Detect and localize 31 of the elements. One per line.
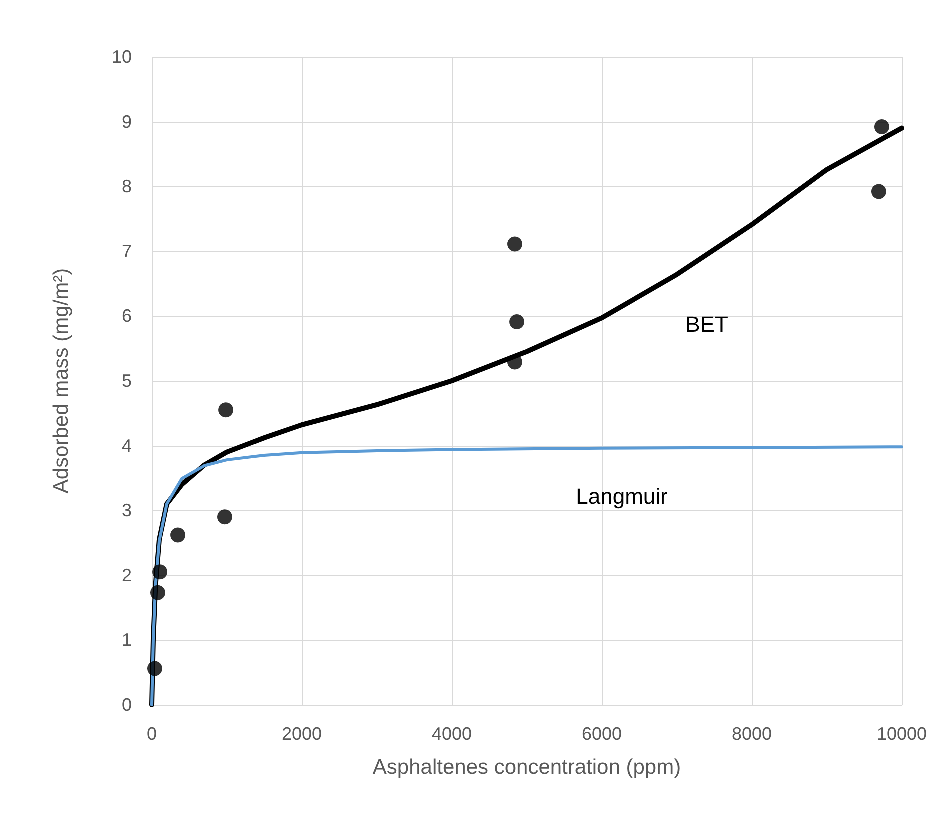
point: [217, 510, 232, 525]
y-tick-label: 5: [122, 371, 132, 391]
y-tick-label: 4: [122, 436, 132, 456]
point: [170, 528, 186, 543]
point: [508, 236, 522, 252]
y-tick-label: 1: [122, 630, 132, 650]
point: [510, 314, 525, 330]
y-tick-label: 7: [122, 241, 132, 262]
y-tick-label: 6: [122, 306, 132, 326]
series-label: Langmuir: [576, 484, 668, 509]
series-label: BET: [686, 312, 728, 338]
point: [871, 184, 886, 200]
y-tick-label: 2: [122, 565, 132, 586]
x-tick-label: 4000: [432, 724, 472, 744]
point: [152, 564, 168, 580]
x-tick-label: 2000: [282, 724, 322, 744]
y-tick-label: 3: [122, 500, 132, 521]
point: [150, 585, 166, 600]
y-axis-title: Adsorbed mass (mg/m²): [50, 268, 73, 494]
y-tick-label: 9: [122, 112, 132, 132]
x-tick-label: 10000: [876, 724, 928, 744]
y-tick-label: 0: [122, 695, 132, 715]
x-tick-label: 8000: [732, 724, 772, 744]
x-axis-title: Asphaltenes concentration (ppm): [372, 756, 682, 779]
x-tick-label: 0: [146, 724, 158, 744]
y-tick-label: 10: [112, 47, 132, 67]
point: [874, 119, 890, 134]
x-tick-label: 6000: [582, 724, 622, 744]
y-tick-label: 8: [122, 176, 132, 197]
point: [148, 661, 162, 676]
point: [218, 402, 234, 418]
